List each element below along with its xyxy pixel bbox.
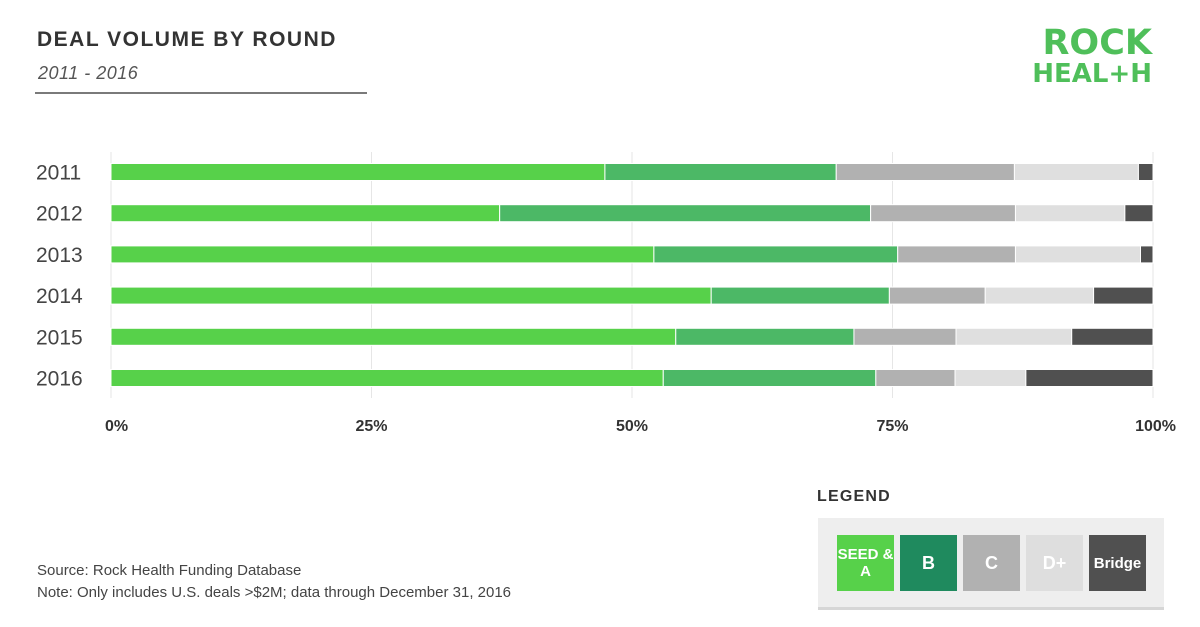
bar-segment — [984, 286, 1095, 305]
rock-health-logo: ROCK HEAL+H — [1016, 23, 1152, 89]
bar-segment — [1014, 245, 1141, 264]
legend: SEED & A B C D+ Bridge — [818, 518, 1164, 610]
bar-segment — [888, 286, 986, 305]
legend-label-bridge: Bridge — [1093, 554, 1142, 572]
bar-segment — [110, 204, 501, 223]
bar-segment — [710, 286, 890, 305]
bar-segment — [1093, 286, 1154, 305]
x-tick-label: 100% — [1135, 418, 1176, 435]
legend-item-bridge: Bridge — [1089, 535, 1146, 591]
x-tick-label: 25% — [355, 418, 387, 435]
bar-segment — [1025, 369, 1154, 387]
bar-segment — [1124, 204, 1154, 223]
legend-item-b: B — [900, 535, 957, 591]
bar-segment — [110, 286, 712, 305]
logo-line-1: ROCK — [1042, 23, 1152, 63]
bar-segment — [875, 369, 956, 387]
title-divider — [35, 92, 367, 94]
year-label: 2013 — [36, 244, 83, 267]
year-label: 2011 — [36, 162, 81, 185]
chart-subtitle: 2011 - 2016 — [38, 63, 139, 83]
bar-segment — [1014, 204, 1126, 223]
bar-segment — [499, 204, 872, 223]
bar-segment — [675, 327, 855, 346]
source-note: Source: Rock Health Funding Database — [37, 562, 302, 579]
bar-segment — [110, 369, 664, 387]
chart-title: DEAL VOLUME BY ROUND — [37, 28, 337, 51]
bar-segment — [110, 163, 606, 181]
bar-segment — [653, 245, 899, 264]
legend-label-d-plus: D+ — [1042, 552, 1067, 573]
year-label: 2015 — [36, 326, 83, 349]
bar-segment — [897, 245, 1016, 264]
bar-segment — [110, 245, 655, 264]
legend-title: LEGEND — [817, 488, 891, 505]
x-tick-label: 50% — [616, 418, 648, 435]
bar-segment — [870, 204, 1016, 223]
legend-item-d-plus: D+ — [1026, 535, 1083, 591]
legend-item-c: C — [963, 535, 1020, 591]
logo-line-2: HEAL+H — [1032, 59, 1152, 89]
legend-label-c: C — [985, 552, 998, 573]
bar-segment — [954, 369, 1027, 387]
bar-segment — [1139, 245, 1154, 264]
x-tick-label: 0% — [105, 418, 128, 435]
bar-segment — [835, 163, 1015, 181]
bar-segment — [110, 327, 677, 346]
scope-note: Note: Only includes U.S. deals >$2M; dat… — [37, 584, 512, 601]
legend-label-b: B — [922, 552, 935, 573]
footnotes: Source: Rock Health Funding Database Not… — [37, 560, 511, 604]
legend-item-seed-a: SEED & A — [837, 535, 894, 591]
bar-segment — [1071, 327, 1154, 346]
x-tick-label: 75% — [876, 418, 908, 435]
legend-label-seed-a: SEED & A — [837, 546, 894, 580]
bar-segment — [955, 327, 1073, 346]
bar-segment — [853, 327, 957, 346]
year-label: 2016 — [36, 368, 83, 391]
bar-segment — [662, 369, 877, 387]
year-label: 2014 — [36, 285, 83, 308]
bar-segment — [1013, 163, 1139, 181]
bar-segment — [1137, 163, 1154, 181]
year-label: 2012 — [36, 203, 83, 226]
bar-segment — [604, 163, 837, 181]
